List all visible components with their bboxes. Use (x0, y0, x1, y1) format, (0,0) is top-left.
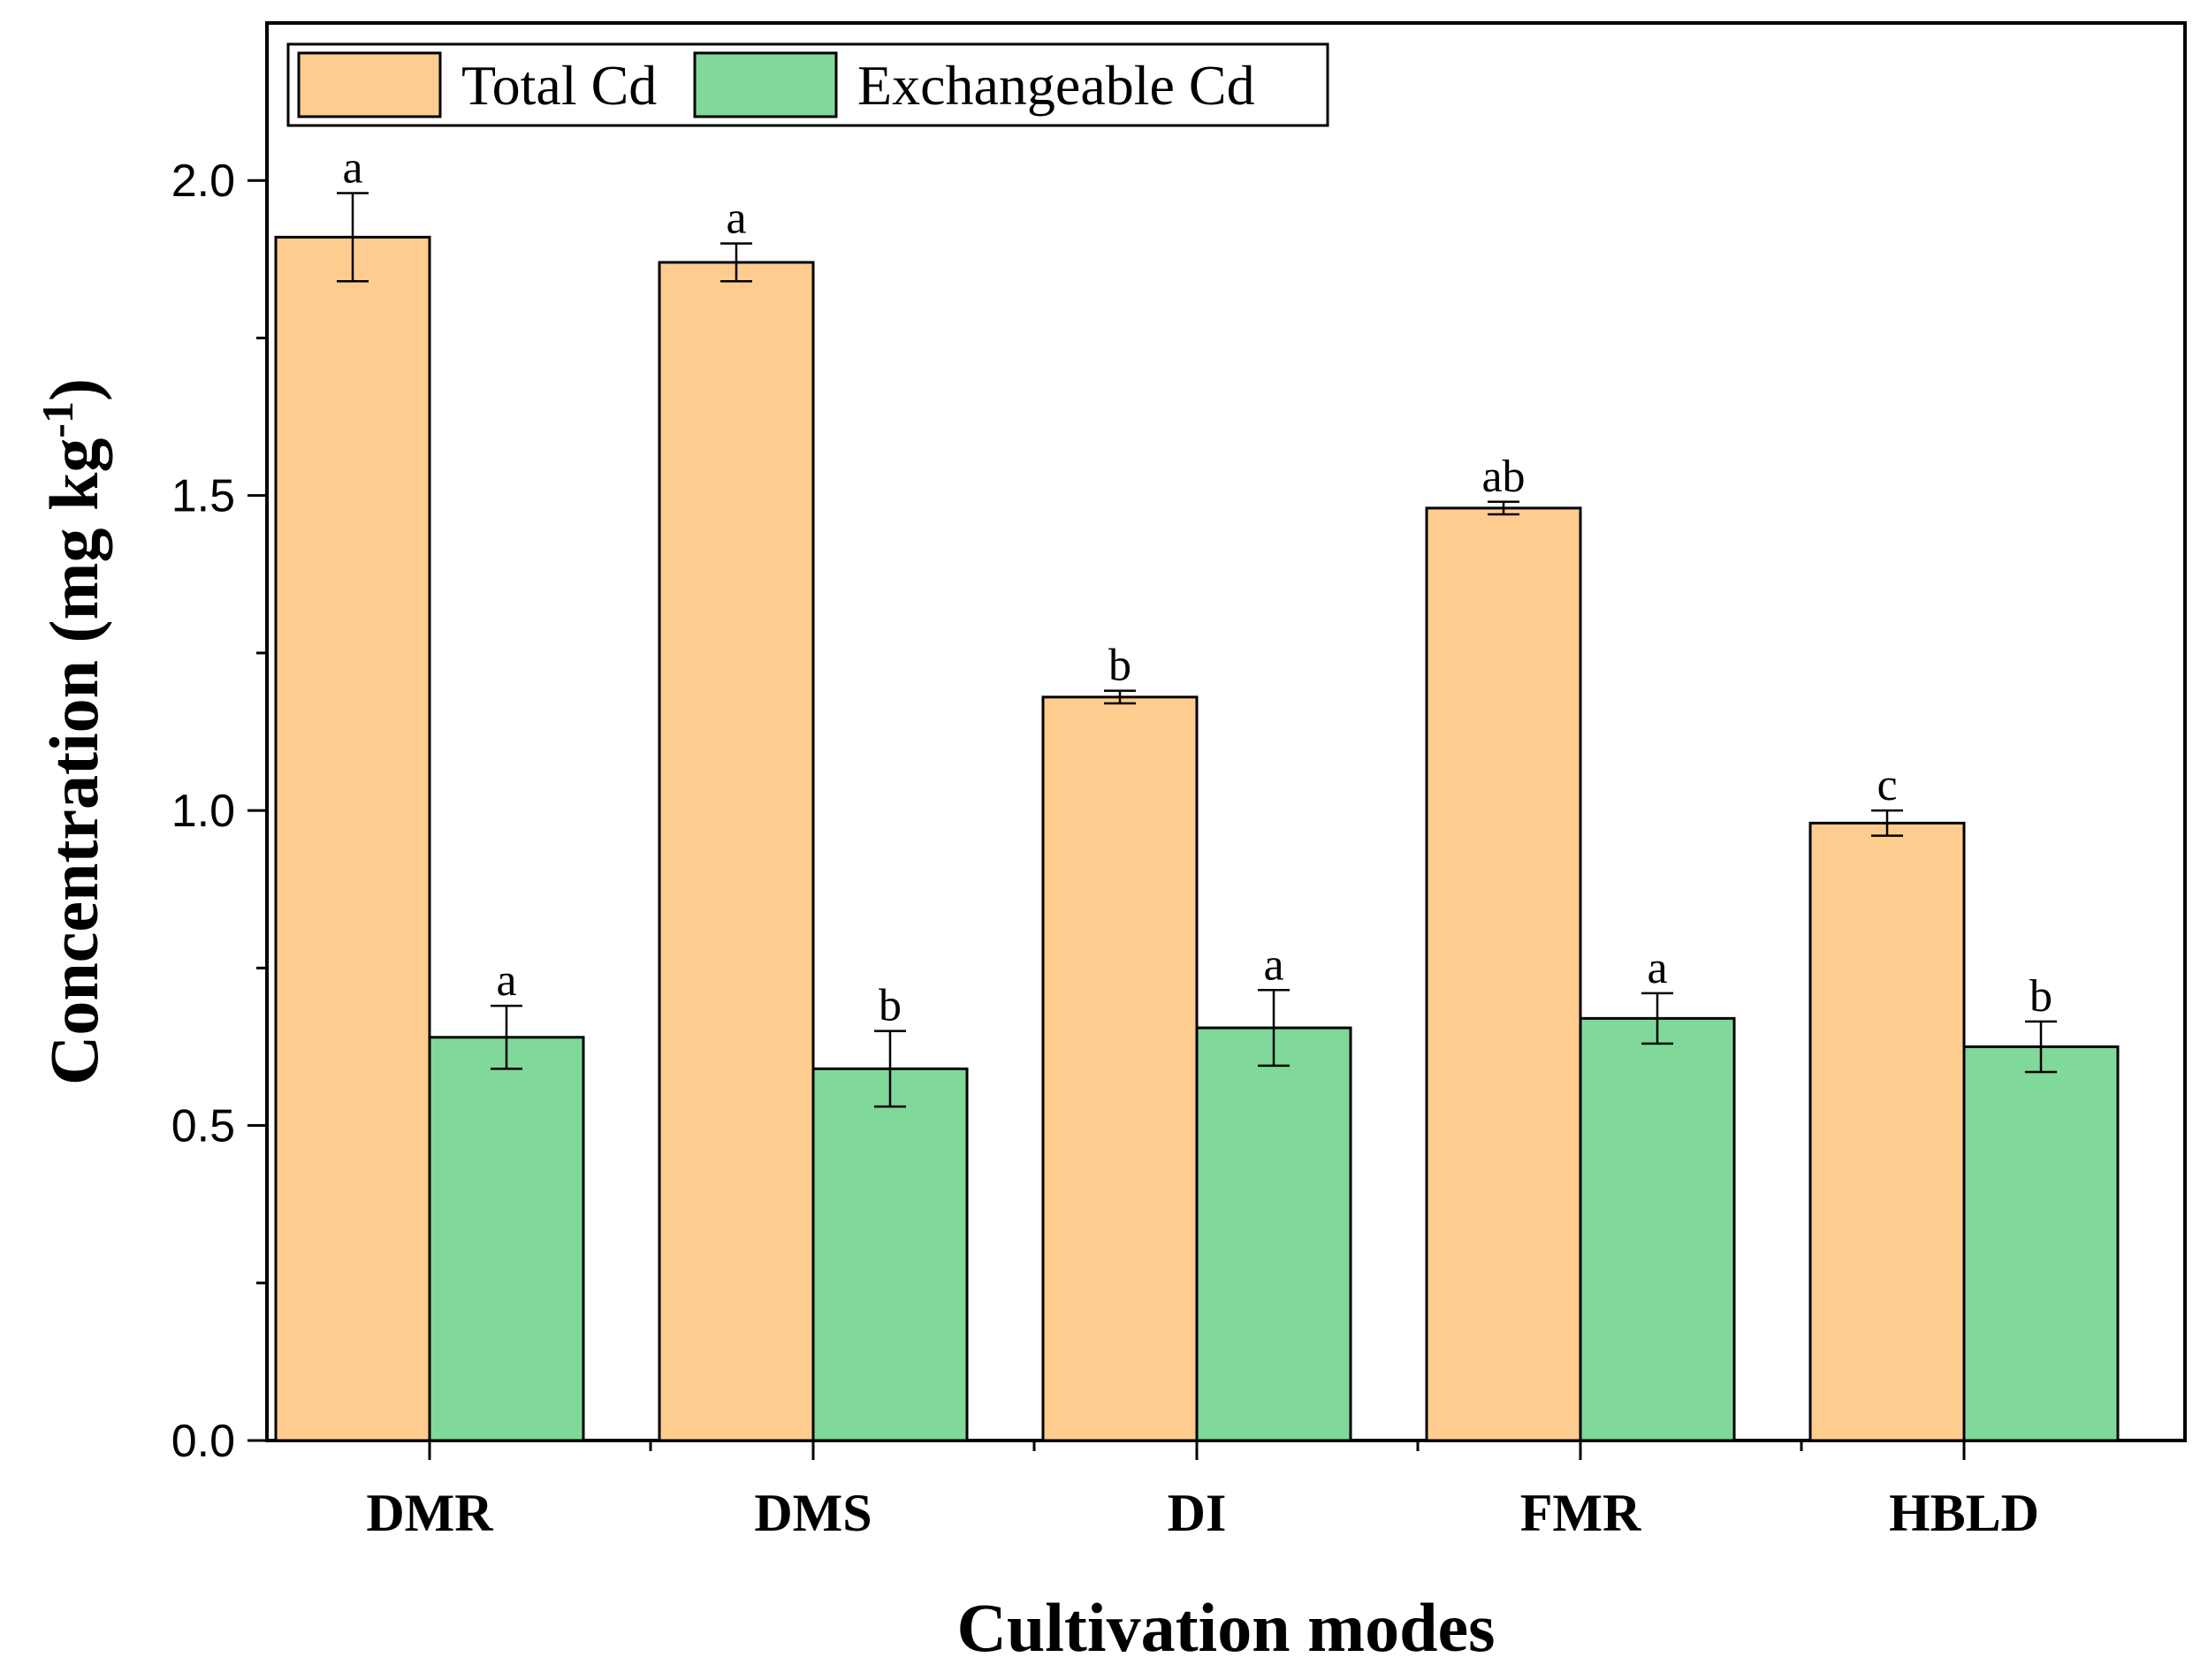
legend: Total Cd Exchangeable Cd (286, 42, 1329, 127)
error-bar-total-cd-dms (720, 242, 752, 283)
x-tick-label-di: DI (1168, 1484, 1227, 1542)
legend-label-total-cd: Total Cd (461, 54, 657, 117)
bar-exchangeable-cd-fmr (1579, 1016, 1736, 1442)
y-axis-title-superscript: -1 (33, 401, 82, 438)
x-tick-label-dms: DMS (754, 1484, 872, 1542)
bar-total-cd-dms (658, 261, 815, 1442)
bar-total-cd-di (1041, 696, 1199, 1442)
significance-letter-exchangeable-cd-dms: b (879, 981, 902, 1031)
legend-swatch-total-cd (297, 51, 442, 118)
y-axis-title: Concentration (mg kg-1) (33, 378, 112, 1085)
y-axis-title-main: Concentration (mg kg (35, 438, 112, 1085)
error-bar-total-cd-hbld (1871, 809, 1903, 837)
legend-swatch-exchangeable-cd (693, 51, 838, 118)
y-axis: 0.0 0.5 1.0 1.5 2.0 (171, 156, 267, 1467)
error-bar-exchangeable-cd-dms (874, 1030, 906, 1108)
x-axis: DMR DMS DI FMR HBLD (366, 1441, 2039, 1542)
significance-letter-total-cd-dms: a (726, 194, 746, 244)
significance-letter-total-cd-di: b (1108, 641, 1131, 691)
legend-label-exchangeable-cd: Exchangeable Cd (857, 54, 1255, 117)
significance-letter-exchangeable-cd-fmr: a (1647, 943, 1667, 993)
error-bar-total-cd-dmr (337, 192, 369, 283)
x-tick-label-fmr: FMR (1520, 1484, 1641, 1542)
bar-total-cd-fmr (1425, 506, 1582, 1442)
bar-exchangeable-cd-dmr (428, 1036, 585, 1442)
x-tick-label-hbld: HBLD (1889, 1484, 2039, 1542)
y-tick-label: 0.5 (171, 1101, 235, 1152)
significance-letter-exchangeable-cd-hbld: b (2029, 971, 2052, 1022)
error-bar-exchangeable-cd-di (1258, 989, 1290, 1068)
bar-total-cd-dmr (274, 235, 431, 1442)
bar-exchangeable-cd-dms (811, 1067, 969, 1442)
error-bar-total-cd-fmr (1488, 500, 1519, 516)
error-bar-total-cd-di (1104, 689, 1136, 705)
bar-exchangeable-cd-di (1195, 1026, 1352, 1442)
y-tick-label: 0.0 (171, 1416, 235, 1467)
bar-total-cd-hbld (1808, 821, 1966, 1442)
significance-letter-exchangeable-cd-di: a (1263, 939, 1283, 990)
significance-letter-total-cd-fmr: ab (1481, 452, 1525, 502)
significance-letter-exchangeable-cd-dmr: a (496, 955, 516, 1006)
y-axis-title-close: ) (35, 378, 112, 401)
x-axis-title: Cultivation modes (957, 1589, 1496, 1666)
x-tick-label-dmr: DMR (366, 1484, 493, 1542)
significance-letter-total-cd-dmr: a (342, 142, 362, 193)
significance-letter-total-cd-hbld: c (1877, 760, 1897, 810)
error-bar-exchangeable-cd-fmr (1641, 992, 1673, 1045)
error-bar-exchangeable-cd-dmr (491, 1004, 522, 1070)
error-bar-exchangeable-cd-hbld (2025, 1020, 2057, 1074)
y-tick-label: 1.5 (171, 471, 235, 522)
y-tick-label: 1.0 (171, 786, 235, 837)
y-tick-label: 2.0 (171, 156, 235, 207)
bar-exchangeable-cd-hbld (1962, 1045, 2120, 1442)
